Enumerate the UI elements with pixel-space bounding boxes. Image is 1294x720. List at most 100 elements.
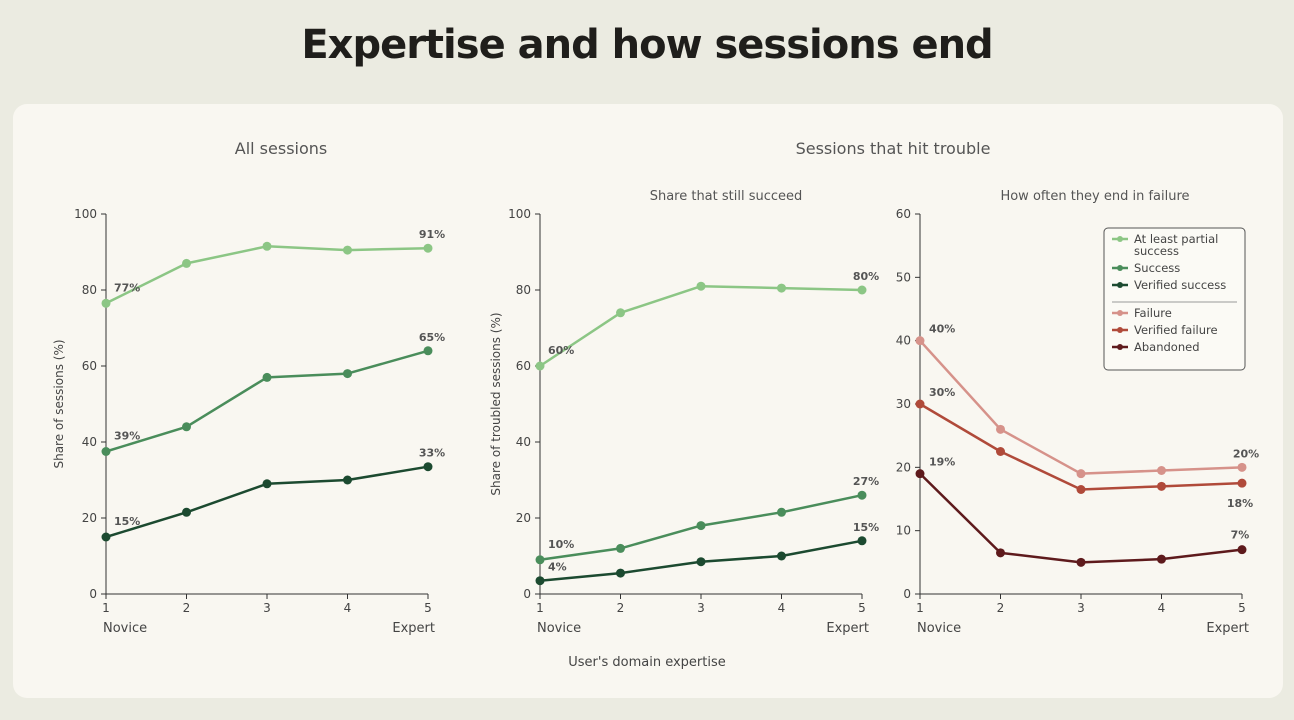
data-label: 30% — [929, 386, 955, 399]
legend-swatch-dot — [1117, 344, 1123, 350]
y-tick-label: 100 — [74, 207, 97, 221]
legend-label: success — [1134, 244, 1179, 258]
data-point — [1076, 469, 1086, 479]
y-axis-label: Share of sessions (%) — [52, 339, 66, 468]
data-point — [535, 555, 545, 565]
data-label: 10% — [548, 538, 574, 551]
series-line — [105, 465, 429, 539]
data-point — [696, 557, 706, 567]
y-tick-label: 80 — [516, 283, 531, 297]
y-tick-label: 40 — [516, 435, 531, 449]
x-sublabel: Novice — [917, 621, 961, 636]
y-tick-label: 60 — [516, 359, 531, 373]
data-point — [182, 507, 191, 517]
data-point — [535, 576, 545, 586]
legend-label: Verified success — [1134, 278, 1226, 292]
x-tick-label: 3 — [697, 601, 705, 615]
data-point — [616, 308, 625, 318]
y-tick-label: 100 — [508, 207, 531, 221]
data-point — [182, 258, 191, 268]
data-label: 7% — [1231, 529, 1250, 542]
x-sublabel: Expert — [1206, 621, 1249, 636]
x-tick-label: 2 — [997, 601, 1005, 615]
data-point — [423, 462, 433, 472]
data-point — [777, 507, 786, 517]
data-point — [857, 490, 867, 500]
page-title: Expertise and how sessions end — [301, 22, 993, 68]
data-point — [343, 369, 352, 379]
y-axis-label: Share of troubled sessions (%) — [489, 312, 503, 495]
data-point — [343, 245, 352, 255]
y-tick-label: 10 — [896, 524, 911, 538]
x-sublabel: Expert — [392, 621, 435, 636]
y-tick-label: 80 — [82, 283, 97, 297]
data-point — [996, 424, 1005, 434]
x-sublabel: Novice — [103, 621, 147, 636]
x-tick-label: 5 — [424, 601, 432, 615]
data-point — [616, 568, 625, 578]
y-tick-label: 30 — [896, 397, 911, 411]
legend-swatch-dot — [1117, 282, 1123, 288]
data-label: 27% — [853, 475, 879, 488]
x-tick-label: 4 — [344, 601, 352, 615]
x-sublabel: Expert — [826, 621, 869, 636]
data-point — [777, 283, 786, 293]
group-title: Sessions that hit trouble — [796, 139, 991, 158]
data-label: 15% — [853, 521, 879, 534]
data-point — [1237, 478, 1247, 488]
data-point — [915, 399, 925, 409]
data-point — [101, 298, 111, 308]
x-tick-label: 1 — [916, 601, 924, 615]
data-label: 18% — [1227, 497, 1253, 510]
data-point — [996, 548, 1005, 558]
legend-swatch-dot — [1117, 310, 1123, 316]
y-tick-label: 0 — [523, 587, 531, 601]
y-tick-label: 0 — [89, 587, 97, 601]
data-point — [696, 281, 706, 291]
y-tick-label: 60 — [896, 207, 911, 221]
y-tick-label: 40 — [82, 435, 97, 449]
y-tick-label: 20 — [896, 460, 911, 474]
data-point — [182, 422, 191, 432]
x-tick-label: 3 — [1077, 601, 1085, 615]
y-tick-label: 20 — [82, 511, 97, 525]
data-point — [777, 551, 786, 561]
data-point — [101, 532, 111, 542]
y-tick-label: 50 — [896, 270, 911, 284]
legend-label: Verified failure — [1134, 323, 1218, 337]
data-label: 60% — [548, 344, 574, 357]
panel-title: Share that still succeed — [650, 189, 803, 204]
series-line — [105, 245, 429, 305]
legend-label: Success — [1134, 261, 1180, 275]
data-point — [857, 536, 867, 546]
data-point — [1157, 481, 1166, 491]
legend-box — [1103, 227, 1246, 371]
data-point — [262, 372, 272, 382]
y-tick-label: 60 — [82, 359, 97, 373]
legend-label: Abandoned — [1134, 340, 1200, 354]
y-tick-label: 20 — [516, 511, 531, 525]
x-tick-label: 1 — [536, 601, 544, 615]
data-point — [343, 475, 352, 485]
data-point — [262, 241, 272, 251]
x-tick-label: 2 — [617, 601, 625, 615]
data-label: 40% — [929, 323, 955, 336]
data-point — [1076, 485, 1086, 494]
x-tick-label: 2 — [183, 601, 191, 615]
series-line — [539, 284, 863, 368]
data-point — [696, 521, 706, 531]
legend-swatch-dot — [1117, 327, 1123, 333]
data-point — [616, 543, 625, 553]
x-tick-label: 4 — [1158, 601, 1166, 615]
data-point — [857, 285, 867, 295]
x-axis-label: User's domain expertise — [568, 655, 725, 670]
data-point — [996, 447, 1005, 456]
legend-swatch-dot — [1117, 265, 1123, 271]
data-point — [1157, 466, 1166, 475]
data-label: 33% — [419, 447, 445, 460]
data-point — [262, 479, 272, 489]
data-label: 91% — [419, 228, 445, 241]
data-point — [1237, 462, 1247, 472]
legend-swatch-dot — [1117, 236, 1123, 242]
